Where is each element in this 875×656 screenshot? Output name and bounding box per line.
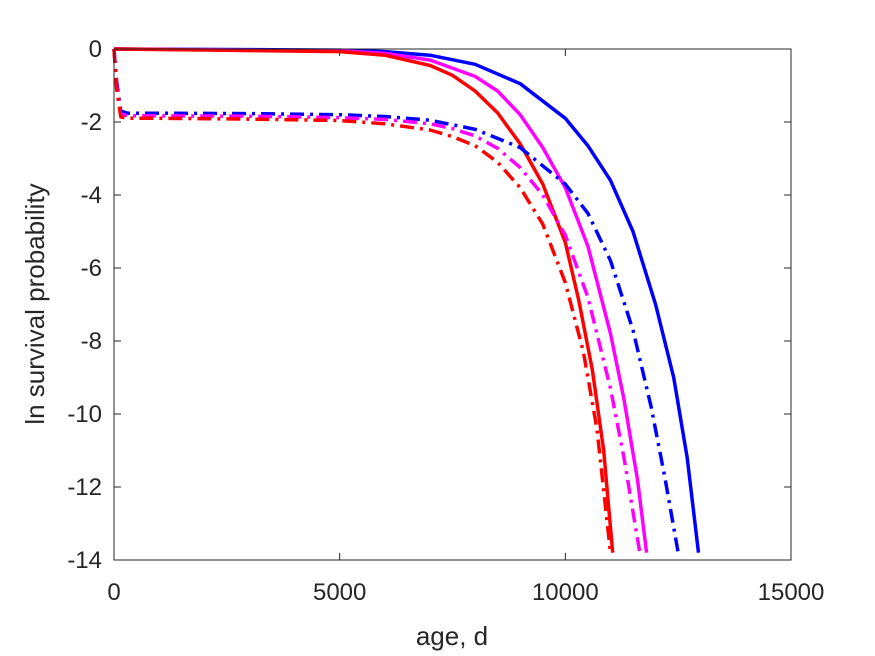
y-tick-label: 0: [89, 36, 102, 63]
y-tick-label: -4: [81, 182, 102, 209]
y-tick-label: -2: [81, 109, 102, 136]
series-line-solid-2: [113, 47, 649, 553]
series-line-solid-3: [113, 47, 615, 553]
y-axis-label: ln survival probability: [20, 183, 50, 424]
y-tick-label: -8: [81, 328, 102, 355]
plot-frame: [113, 48, 792, 561]
series-line-solid-1: [113, 47, 701, 553]
x-tick-label: 10000: [532, 579, 599, 606]
y-tick-label: -6: [81, 255, 102, 282]
ticks-layer: [113, 48, 792, 561]
series-line-dashdot-6: [112, 48, 613, 553]
y-tick-label: -14: [67, 547, 102, 574]
series-line-dashdot-4: [112, 48, 680, 554]
x-axis-label: age, d: [416, 621, 488, 651]
series-line-dashdot-5: [112, 48, 642, 553]
tick-labels-layer: 0 5000 10000 15000 -14 -12 -10 -8 -6 -4 -2 0: [67, 36, 824, 606]
y-tick-label: -10: [67, 401, 102, 428]
y-tick-label: -12: [67, 474, 102, 501]
x-tick-label: 15000: [758, 579, 825, 606]
x-tick-label: 0: [107, 579, 120, 606]
series-layer: [112, 47, 701, 554]
x-tick-label: 5000: [313, 579, 366, 606]
